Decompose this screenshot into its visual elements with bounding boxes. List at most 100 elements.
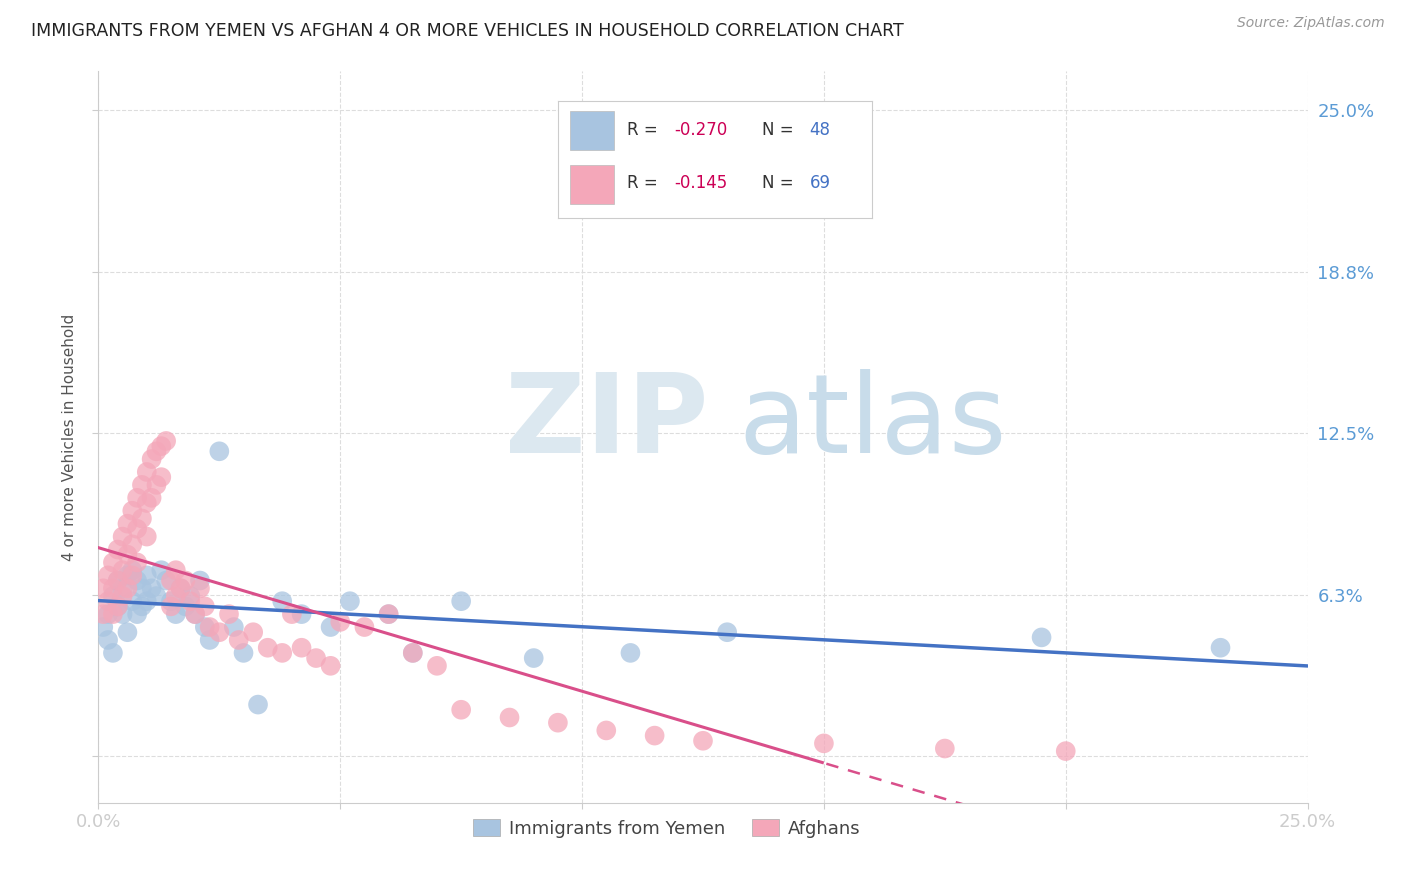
Point xyxy=(107,599,129,614)
Point xyxy=(111,582,134,596)
Point xyxy=(117,548,139,562)
Legend: Immigrants from Yemen, Afghans: Immigrants from Yemen, Afghans xyxy=(465,813,868,845)
Point xyxy=(188,582,211,596)
Point xyxy=(174,599,197,614)
Point xyxy=(141,582,163,596)
Point xyxy=(101,607,124,621)
Point xyxy=(97,568,120,582)
Point xyxy=(165,589,187,603)
Point xyxy=(97,594,120,608)
Point xyxy=(198,620,221,634)
Point xyxy=(165,607,187,621)
Point xyxy=(121,563,143,577)
Point xyxy=(426,658,449,673)
Point xyxy=(131,582,153,596)
Point xyxy=(1054,744,1077,758)
Point xyxy=(101,589,124,603)
Point xyxy=(716,625,738,640)
Point xyxy=(402,646,425,660)
Point xyxy=(121,537,143,551)
Point xyxy=(247,698,270,712)
Point xyxy=(121,594,143,608)
Point xyxy=(194,599,217,614)
Point xyxy=(523,651,546,665)
Point xyxy=(228,632,250,647)
Point xyxy=(208,625,231,640)
Point xyxy=(160,574,183,588)
Point xyxy=(131,478,153,492)
Point xyxy=(402,646,425,660)
Point xyxy=(169,582,191,596)
Point xyxy=(184,607,207,621)
Point xyxy=(319,658,342,673)
Point xyxy=(150,563,173,577)
Point xyxy=(160,594,183,608)
Point xyxy=(111,589,134,603)
Point xyxy=(127,556,149,570)
Point xyxy=(97,632,120,647)
Point xyxy=(547,715,569,730)
Point xyxy=(111,607,134,621)
Point xyxy=(131,511,153,525)
Point xyxy=(271,646,294,660)
Point xyxy=(184,607,207,621)
Point xyxy=(145,444,167,458)
Point xyxy=(101,582,124,596)
Point xyxy=(218,607,240,621)
Text: IMMIGRANTS FROM YEMEN VS AFGHAN 4 OR MORE VEHICLES IN HOUSEHOLD CORRELATION CHAR: IMMIGRANTS FROM YEMEN VS AFGHAN 4 OR MOR… xyxy=(31,22,904,40)
Point xyxy=(127,491,149,505)
Point xyxy=(619,646,641,660)
Point xyxy=(127,574,149,588)
Point xyxy=(242,625,264,640)
Point xyxy=(111,530,134,544)
Point xyxy=(107,542,129,557)
Point xyxy=(450,703,472,717)
Point xyxy=(450,594,472,608)
Point xyxy=(91,620,114,634)
Point xyxy=(117,582,139,596)
Point xyxy=(101,646,124,660)
Point xyxy=(150,439,173,453)
Point xyxy=(179,594,201,608)
Point xyxy=(155,574,177,588)
Point xyxy=(377,607,399,621)
Point xyxy=(91,607,114,621)
Point xyxy=(107,574,129,588)
Text: ZIP: ZIP xyxy=(505,369,709,476)
Point xyxy=(121,504,143,518)
Point xyxy=(101,556,124,570)
Point xyxy=(339,594,361,608)
Point xyxy=(117,625,139,640)
Point xyxy=(107,599,129,614)
Point xyxy=(135,594,157,608)
Point xyxy=(353,620,375,634)
Point xyxy=(150,470,173,484)
Text: atlas: atlas xyxy=(738,369,1007,476)
Point xyxy=(305,651,328,665)
Point xyxy=(141,452,163,467)
Point xyxy=(179,589,201,603)
Point xyxy=(208,444,231,458)
Point xyxy=(160,599,183,614)
Point xyxy=(290,607,312,621)
Point xyxy=(498,710,520,724)
Point xyxy=(329,615,352,629)
Point xyxy=(222,620,245,634)
Point xyxy=(91,582,114,596)
Point xyxy=(107,574,129,588)
Point xyxy=(117,568,139,582)
Point xyxy=(1209,640,1232,655)
Point xyxy=(135,568,157,582)
Point xyxy=(232,646,254,660)
Point xyxy=(198,632,221,647)
Point xyxy=(169,582,191,596)
Point xyxy=(813,736,835,750)
Point xyxy=(934,741,956,756)
Point xyxy=(135,465,157,479)
Point xyxy=(290,640,312,655)
Point xyxy=(117,516,139,531)
Point xyxy=(121,568,143,582)
Point xyxy=(377,607,399,621)
Point xyxy=(127,607,149,621)
Point xyxy=(174,574,197,588)
